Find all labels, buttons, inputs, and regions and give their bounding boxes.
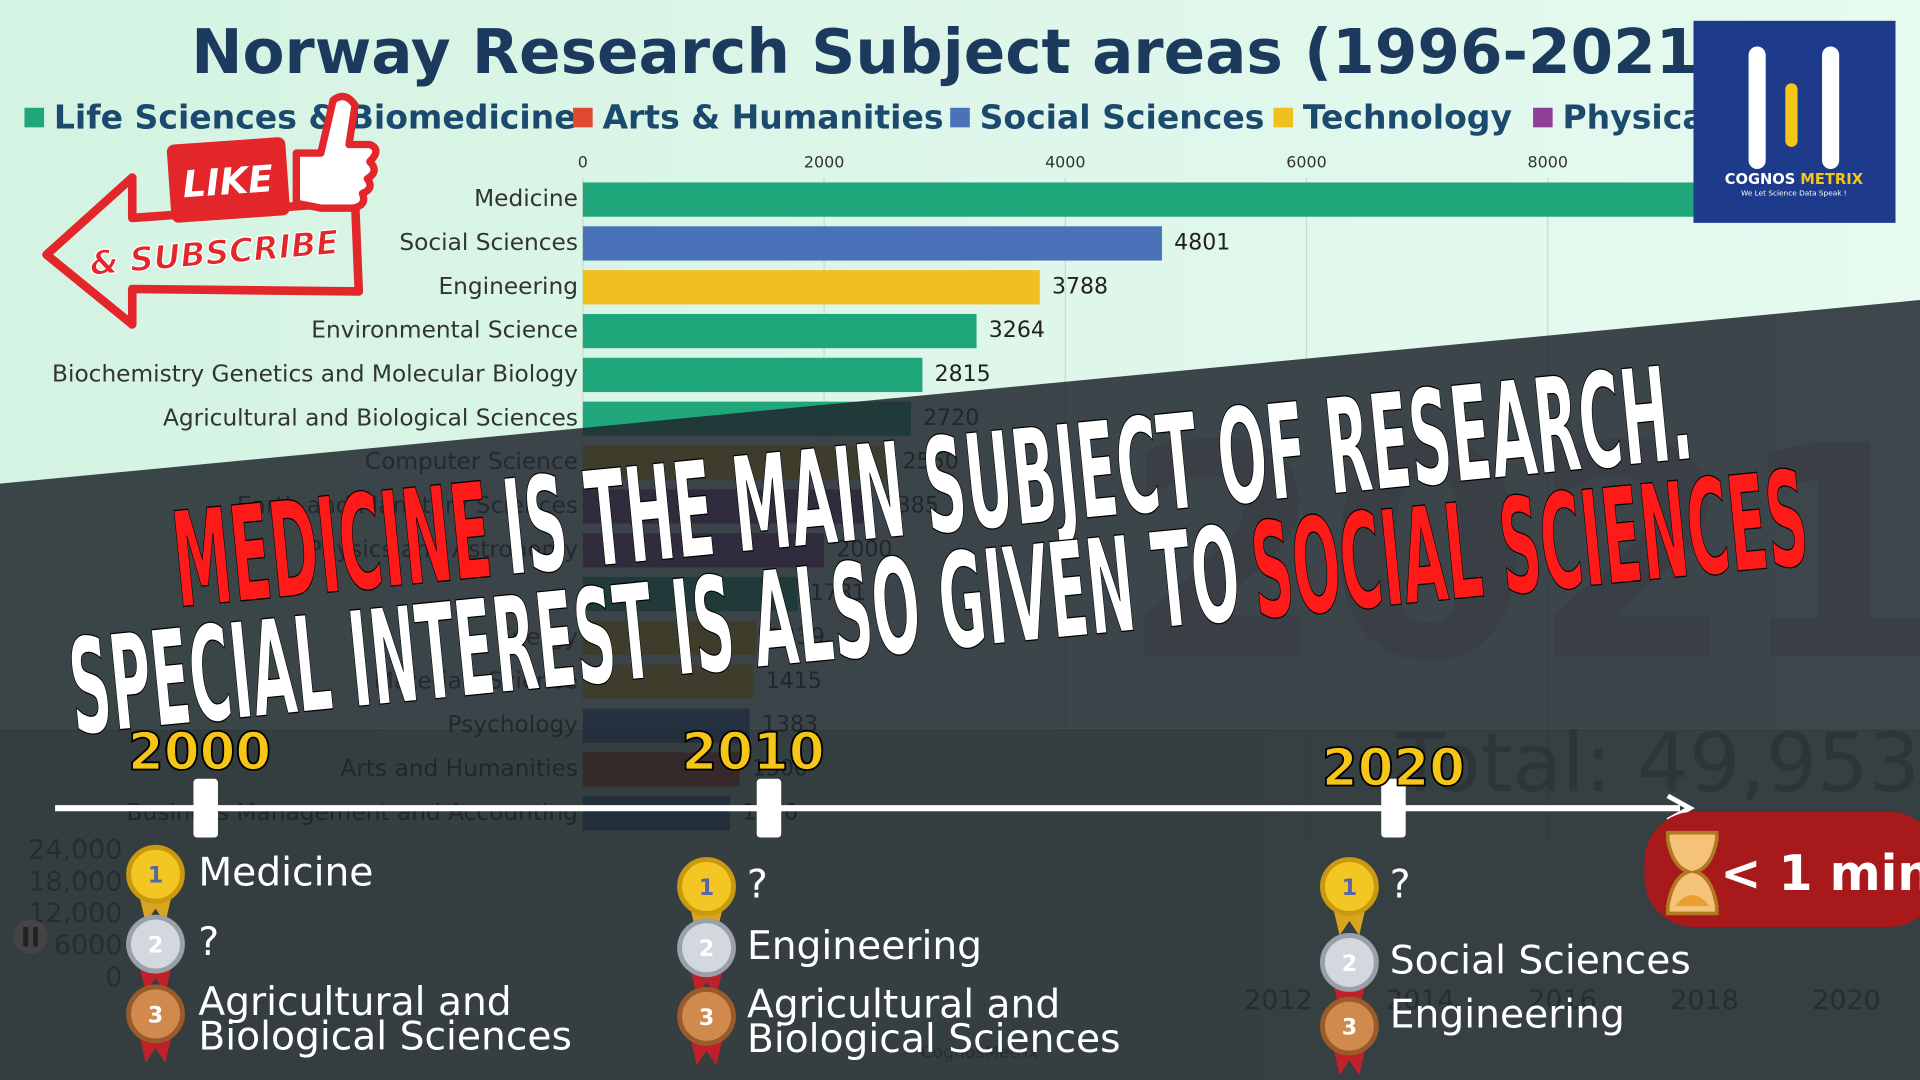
- rank-text: Engineering: [746, 928, 983, 969]
- timeline-year: 2020: [1322, 738, 1465, 798]
- medal-number: 3: [148, 1003, 163, 1028]
- like-text: LIKE: [181, 157, 274, 206]
- legend-swatch: [24, 107, 45, 128]
- bar: [582, 313, 977, 349]
- rank-text: ?: [1389, 866, 1411, 908]
- rank-text: Agricultural and Biological Sciences: [746, 986, 1121, 1062]
- rank-text: Engineering: [1389, 996, 1625, 1038]
- overlay: MEDICINEIS THE MAIN SUBJECT OF RESEARCH.…: [0, 20, 1920, 1080]
- category-label: Environmental Science: [311, 317, 578, 344]
- medal-number: 2: [699, 937, 714, 962]
- x-tick-label: 6000: [1286, 152, 1326, 171]
- pause-bar: [33, 926, 38, 947]
- bar: [582, 226, 1162, 261]
- rank-box: Medicine: [198, 854, 374, 896]
- legend-label: Social Sciences: [980, 97, 1265, 136]
- x-tick-label: 2000: [804, 152, 844, 171]
- rank-text: ?: [746, 866, 768, 908]
- headline-band: [0, 300, 1920, 729]
- medal: [677, 986, 736, 1046]
- medal: [1320, 857, 1379, 916]
- hourglass-sand: [1675, 895, 1710, 907]
- rank-box: Social Sciences: [1389, 942, 1691, 984]
- duration-text: < 1 min: [1720, 845, 1920, 902]
- pause-bar: [23, 926, 29, 947]
- medal: [677, 918, 736, 978]
- medal-number: 3: [1342, 1016, 1357, 1041]
- legend-swatch: [950, 107, 970, 128]
- x-tick-label: 4000: [1045, 152, 1085, 171]
- rank-box: ?: [1389, 866, 1411, 908]
- rank-box: Agricultural and Biological Sciences: [198, 984, 572, 1060]
- legend-label: Life Sciences & Biomedicine: [54, 97, 577, 136]
- value-label: 3264: [989, 318, 1045, 343]
- logo-bar: [1785, 83, 1798, 147]
- bar: [582, 182, 1814, 217]
- rank-box: Engineering: [1389, 996, 1625, 1038]
- logo-bar: [1822, 46, 1840, 169]
- logo-name-1: COGNOS: [1725, 171, 1796, 188]
- medal: [1320, 933, 1379, 992]
- like-box: [166, 137, 290, 223]
- timeline-year: 2010: [682, 723, 825, 783]
- medal: [126, 914, 185, 974]
- timeline-marker: [1381, 778, 1406, 838]
- legend-label: Technology: [1303, 97, 1512, 136]
- promo-arrow: [42, 173, 364, 329]
- medal: [677, 857, 736, 916]
- rank-box: Engineering: [746, 928, 983, 969]
- timeline-marker: [756, 778, 782, 838]
- x-tick-label: 8000: [1528, 152, 1568, 171]
- category-label: Social Sciences: [399, 229, 578, 256]
- x-tick-label: 0: [578, 152, 588, 171]
- legend-swatch: [573, 107, 593, 128]
- value-label: 3788: [1052, 274, 1108, 299]
- rank-text: Social Sciences: [1389, 942, 1691, 984]
- medal: [126, 844, 185, 904]
- rank-box: ?: [198, 924, 220, 965]
- medal-number: 2: [148, 934, 163, 959]
- medal-number: 3: [699, 1006, 714, 1031]
- medal-number: 1: [148, 864, 163, 889]
- rank-text: ?: [198, 924, 220, 965]
- logo-name: COGNOS METRIX: [1725, 171, 1864, 188]
- timeline-panel: [0, 728, 1920, 1080]
- category-label: Engineering: [438, 273, 578, 300]
- medal: [126, 984, 185, 1044]
- medal-number: 2: [1342, 952, 1357, 977]
- pause-button[interactable]: [13, 919, 48, 954]
- timeline-marker: [193, 778, 218, 838]
- hourglass: [1665, 830, 1719, 916]
- value-label: 4801: [1174, 230, 1230, 255]
- bar: [582, 270, 1040, 305]
- medal-number: 1: [1342, 876, 1357, 901]
- value-label: 2815: [935, 362, 991, 387]
- category-label: Agricultural and Biological Sciences: [163, 404, 578, 431]
- bar: [582, 357, 923, 393]
- logo-bar: [1748, 46, 1766, 169]
- medal: [1320, 996, 1379, 1056]
- timeline-year: 2000: [128, 723, 271, 783]
- rank-text: Agricultural and Biological Sciences: [198, 984, 572, 1060]
- logo-name-2: METRIX: [1800, 171, 1863, 188]
- category-label: Biochemistry Genetics and Molecular Biol…: [52, 360, 578, 387]
- chart-title: Norway Research Subject areas (1996-2021…: [191, 17, 1726, 88]
- legend-label: Arts & Humanities: [602, 97, 943, 136]
- legend-swatch: [1533, 107, 1553, 128]
- headline-part: MEDICINE: [166, 455, 497, 639]
- rank-box: Agricultural and Biological Sciences: [746, 986, 1121, 1062]
- rank-box: ?: [746, 866, 768, 908]
- legend-swatch: [1273, 107, 1294, 128]
- rank-text: Medicine: [198, 854, 374, 896]
- duration-badge: < 1 min: [1644, 811, 1920, 927]
- category-label: Medicine: [474, 185, 578, 212]
- logo-tagline: We Let Science Data Speak !: [1741, 188, 1847, 197]
- thumbs-up: [292, 92, 380, 212]
- medal-number: 1: [699, 876, 714, 901]
